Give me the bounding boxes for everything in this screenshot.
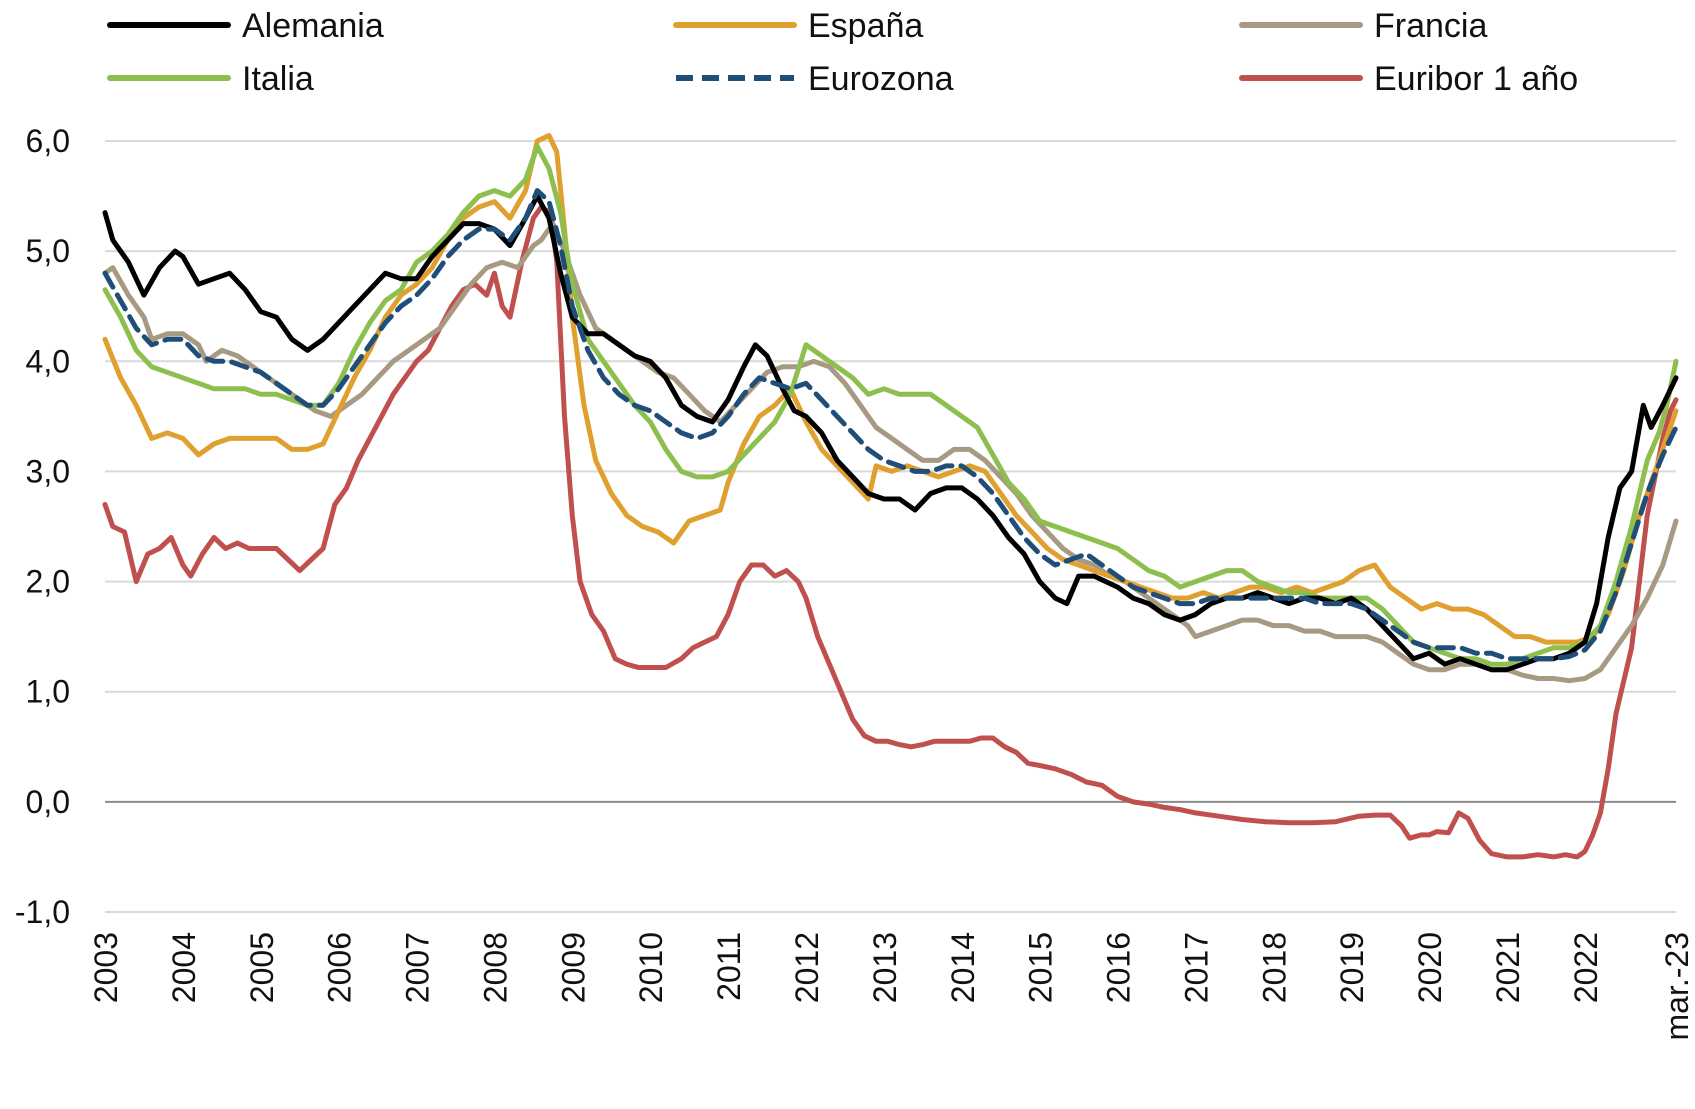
series-lines: [102, 133, 1679, 860]
series-line-eurozona: [102, 188, 1679, 662]
y-tick-label: 0,0: [26, 784, 70, 820]
legend-item-alemania: Alemania: [107, 7, 384, 45]
x-tick-label: 2016: [1101, 932, 1137, 1003]
legend-item-italia: Italia: [107, 60, 314, 98]
x-tick-label: 2004: [166, 932, 202, 1003]
chart-legend: Alemania España Francia Italia Eurozona Eurib…: [107, 7, 1578, 98]
x-tick-label: 2003: [88, 932, 124, 1003]
x-tick-label: 2019: [1334, 932, 1370, 1003]
x-tick-label: 2008: [477, 932, 513, 1003]
legend-label: Eurozona: [808, 60, 954, 98]
legend-label: Italia: [242, 60, 314, 98]
y-tick-label: 3,0: [26, 453, 70, 489]
x-tick-label: 2017: [1178, 932, 1214, 1003]
x-tick-label: 2011: [711, 932, 747, 1001]
x-tick-label: 2005: [244, 932, 280, 1003]
gridlines: [105, 140, 1676, 913]
x-tick-label: 2007: [400, 932, 436, 1003]
x-axis-tick-labels: 2003 2004 2005 2006 2007 2008 2009 2010 2011 2012…: [88, 932, 1695, 1040]
y-tick-label: 1,0: [26, 674, 70, 710]
legend-item-eurozona: Eurozona: [676, 60, 954, 98]
y-tick-label: -1,0: [15, 894, 70, 930]
series-line-francia: [102, 221, 1679, 684]
x-tick-label: 2012: [789, 932, 825, 1003]
x-tick-label: 2022: [1568, 932, 1604, 1003]
series-line-alemania: [102, 193, 1679, 673]
x-tick-label: 2010: [633, 932, 669, 1003]
x-tick-label: 2009: [555, 932, 591, 1003]
legend-label: Francia: [1374, 7, 1487, 45]
legend-label: España: [808, 7, 923, 45]
y-tick-label: 4,0: [26, 343, 70, 379]
y-tick-label: 2,0: [26, 564, 70, 600]
x-tick-label: 2021: [1490, 932, 1526, 1003]
x-tick-label: 2006: [322, 932, 358, 1003]
x-tick-label: 2018: [1256, 932, 1292, 1003]
legend-item-espana: España: [673, 7, 923, 45]
x-tick-label: 2014: [945, 932, 981, 1003]
x-tick-label: 2015: [1023, 932, 1059, 1003]
x-tick-label: 2013: [867, 932, 903, 1003]
legend-label: Alemania: [242, 7, 384, 45]
x-tick-label: mar.-23: [1659, 932, 1695, 1040]
legend-label: Euribor 1 año: [1374, 60, 1578, 98]
y-tick-label: 5,0: [26, 233, 70, 269]
legend-item-euribor-1-ano: Euribor 1 año: [1239, 60, 1578, 98]
y-tick-label: 6,0: [26, 123, 70, 159]
y-axis-tick-labels: -1,0 0,0 1,0 2,0 3,0 4,0 5,0 6,0: [15, 123, 70, 930]
x-tick-label: 2020: [1412, 932, 1448, 1003]
series-line-euribor-1-ano: [102, 204, 1679, 860]
legend-item-francia: Francia: [1239, 7, 1487, 45]
